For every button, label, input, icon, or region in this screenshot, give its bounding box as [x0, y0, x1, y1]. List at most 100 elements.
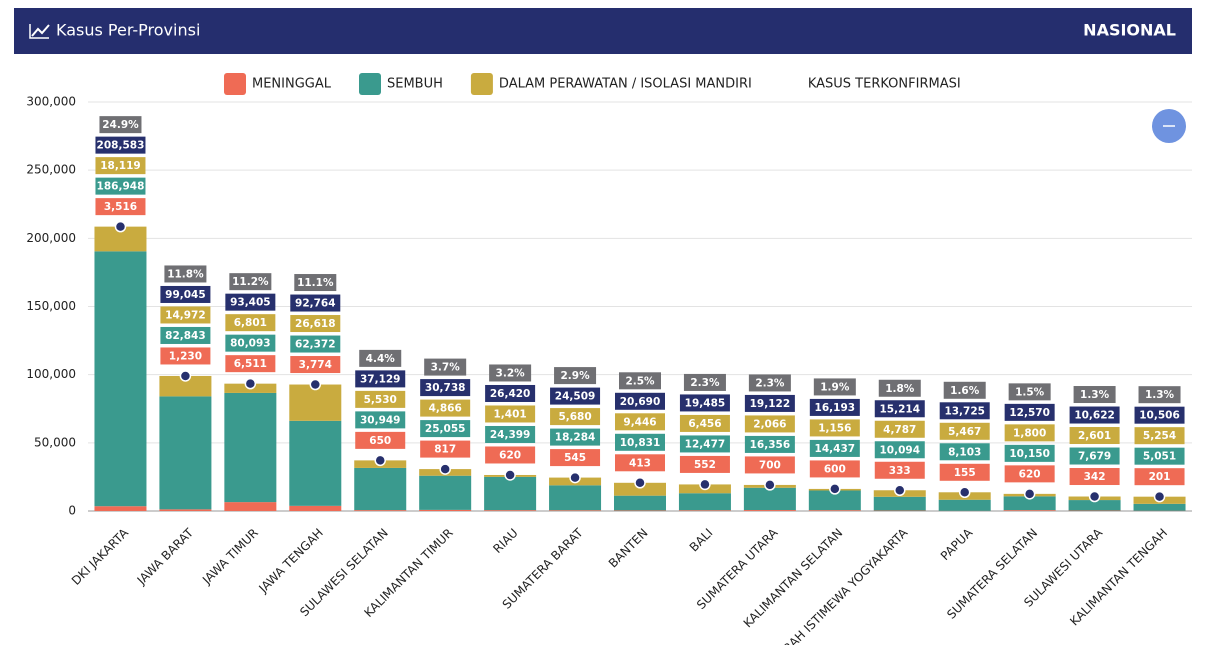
data-label: 5,467 [948, 426, 981, 438]
bar-segment [614, 510, 666, 511]
line-point [1090, 492, 1100, 502]
bar-segment [354, 510, 406, 511]
legend-label: DALAM PERAWATAN / ISOLASI MANDIRI [499, 77, 752, 92]
y-tick-label: 300,000 [26, 95, 76, 109]
data-label: 24,399 [490, 429, 531, 441]
data-label: 11.1% [297, 277, 334, 289]
data-label: 620 [1019, 468, 1041, 480]
data-label: 545 [564, 452, 586, 464]
data-label: 62,372 [295, 339, 336, 351]
data-label: 1.3% [1145, 389, 1175, 401]
data-label: 3.2% [496, 367, 526, 379]
data-label: 99,045 [165, 289, 206, 301]
line-point [570, 473, 580, 483]
data-label: 37,129 [360, 373, 401, 385]
x-tick-label: BALI [687, 526, 716, 555]
bar-segment [809, 510, 861, 511]
data-label: 26,618 [295, 318, 336, 330]
bar-segment [419, 476, 471, 510]
header-scope[interactable]: NASIONAL [1083, 21, 1176, 40]
collapse-button[interactable] [1152, 109, 1186, 143]
x-tick-label: JAWA BARAT [134, 525, 197, 588]
bar-segment [224, 502, 276, 511]
y-tick-label: 0 [68, 504, 76, 518]
data-label: 10,150 [1009, 448, 1050, 460]
bar-segment [679, 493, 731, 510]
bar-segment [289, 506, 341, 511]
bar-segment [614, 496, 666, 511]
data-label: 19,485 [685, 397, 726, 409]
data-label: 5,051 [1143, 451, 1176, 463]
data-label: 4,787 [883, 424, 916, 436]
data-label: 9,446 [623, 416, 656, 428]
y-tick-label: 200,000 [26, 231, 76, 245]
data-label: 24,509 [555, 391, 596, 403]
data-label: 11.2% [232, 276, 269, 288]
data-label: 201 [1149, 471, 1171, 483]
bar-segment [549, 485, 601, 510]
bar-segment [354, 468, 406, 510]
data-label: 650 [369, 435, 391, 447]
x-tick-label: RIAU [490, 526, 520, 556]
line-point [635, 478, 645, 488]
bar-segment [484, 477, 536, 510]
data-label: 1.5% [1015, 386, 1045, 398]
data-label: 155 [954, 467, 976, 479]
line-point [1025, 489, 1035, 499]
line-point [1155, 492, 1165, 502]
data-label: 208,583 [97, 140, 145, 152]
data-label: 1.6% [950, 385, 980, 397]
data-label: 333 [889, 465, 911, 477]
data-label: 2,066 [753, 418, 786, 430]
data-label: 80,093 [230, 338, 271, 350]
y-tick-label: 150,000 [26, 299, 76, 313]
data-label: 16,193 [815, 402, 856, 414]
data-label: 10,622 [1074, 410, 1115, 422]
data-label: 1.3% [1080, 389, 1110, 401]
data-label: 2,601 [1078, 430, 1111, 442]
data-label: 20,690 [620, 396, 661, 408]
data-label: 552 [694, 459, 716, 471]
data-label: 1,156 [818, 422, 851, 434]
x-tick-label: JAWA TENGAH [256, 526, 326, 596]
data-label: 2.5% [625, 375, 655, 387]
data-label: 18,284 [555, 432, 596, 444]
data-label: 25,055 [425, 423, 466, 435]
line-point [375, 455, 385, 465]
data-label: 24.9% [102, 119, 139, 131]
x-tick-label: JAWA TIMUR [199, 526, 261, 588]
data-label: 11.8% [167, 268, 204, 280]
legend-swatch [471, 73, 493, 95]
data-label: 15,214 [879, 403, 920, 415]
data-label: 620 [499, 449, 521, 461]
bar-segment [1134, 504, 1186, 511]
bar-segment [744, 488, 796, 510]
line-point [505, 470, 515, 480]
data-label: 30,738 [425, 382, 466, 394]
data-label: 10,831 [620, 437, 661, 449]
x-tick-label: PAPUA [938, 525, 976, 563]
data-label: 817 [434, 444, 456, 456]
bar-segment [679, 510, 731, 511]
legend-label: KASUS TERKONFIRMASI [808, 77, 961, 92]
legend-label: MENINGGAL [252, 77, 332, 92]
data-label: 19,122 [750, 398, 791, 410]
data-label: 12,477 [685, 438, 726, 450]
line-point [895, 485, 905, 495]
bar-segment [1004, 510, 1056, 511]
line-point [440, 464, 450, 474]
data-label: 1,800 [1013, 427, 1046, 439]
x-tick-label: DKI JAKARTA [69, 525, 132, 588]
data-label: 1.8% [885, 383, 915, 395]
data-label: 92,764 [295, 298, 336, 310]
data-label: 7,679 [1078, 451, 1111, 463]
bar-segment [419, 510, 471, 511]
data-label: 10,094 [879, 444, 920, 456]
data-label: 2.3% [755, 377, 785, 389]
line-point [180, 371, 190, 381]
bar-segment [94, 506, 146, 511]
data-label: 3,774 [299, 359, 332, 371]
data-label: 14,437 [815, 443, 856, 455]
